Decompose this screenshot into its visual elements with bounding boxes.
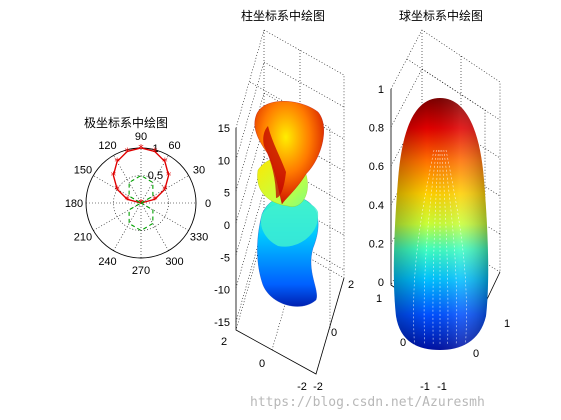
sph-z-tick: 0.8 — [369, 123, 384, 135]
sphere-contour — [443, 149, 458, 346]
polar-angle-tick: 330 — [190, 232, 208, 244]
spherical-chart: 球坐标系中绘图 1 0.8 0.6 0.4 0.2 0 1 0 -1 1 0 -1 — [369, 8, 510, 393]
polar-asterisk-marker: * — [162, 156, 168, 169]
cyl-x-tick: -2 — [297, 381, 307, 393]
polar-angle-tick: 300 — [165, 256, 183, 268]
sph-y-tick: 0 — [473, 348, 479, 360]
sph-x-tick: -1 — [420, 381, 430, 393]
polar-inner-circle — [113, 175, 169, 231]
sphere-contour-lines — [413, 149, 467, 346]
polar-asterisk-marker: * — [124, 145, 130, 158]
cylindrical-title: 柱坐标系中绘图 — [241, 8, 325, 23]
sphere-contour — [413, 149, 435, 346]
cylindrical-chart: 柱坐标系中绘图 15 10 5 0 -5 -10 -15 2 0 -2 2 0 -2 — [214, 8, 354, 393]
sphere-contour — [432, 149, 439, 346]
sph-x-tick: 0 — [400, 337, 406, 349]
polar-series: * *********** * — [111, 142, 172, 232]
watermark-text: https://blog.csdn.net/Azuresmh — [250, 395, 485, 410]
cyl-z-tick: 15 — [218, 123, 230, 135]
polar-angle-tick: 0 — [205, 198, 211, 210]
polar-asterisk-marker: * — [124, 193, 130, 206]
sphere-contour — [445, 149, 467, 346]
cyl-x-tick: 0 — [259, 358, 265, 370]
sph-z-tick: 0 — [378, 277, 384, 289]
polar-asterisk-marker: * — [114, 183, 120, 196]
polar-asterisk-marker: * — [114, 156, 120, 169]
polar-angle-tick: 150 — [74, 165, 92, 177]
polar-angle-tick: 270 — [132, 265, 150, 277]
polar-title: 极坐标系中绘图 — [84, 115, 168, 130]
cyl-z-tick: 0 — [224, 220, 230, 232]
sph-z-tick: 0.2 — [369, 238, 384, 250]
polar-angle-tick: 180 — [65, 198, 83, 210]
spherical-surface — [393, 98, 489, 350]
sph-y-tick: -1 — [437, 381, 447, 393]
spherical-tick-labels: 1 0.8 0.6 0.4 0.2 0 1 0 -1 1 0 -1 — [369, 84, 510, 393]
cylindrical-tick-labels: 15 10 5 0 -5 -10 -15 2 0 -2 2 0 -2 — [214, 123, 354, 393]
cyl-x-tick: 2 — [221, 336, 227, 348]
polar-radial-tick: 1 — [153, 143, 159, 155]
sphere-shading — [393, 98, 489, 350]
polar-series-line — [128, 174, 154, 232]
polar-asterisk-marker: * — [152, 193, 158, 206]
cyl-z-tick: -10 — [214, 285, 230, 297]
polar-chart: 极坐标系中绘图 90603003303002702402101801501200… — [65, 115, 211, 277]
polar-angle-tick: 30 — [193, 165, 205, 177]
polar-asterisk-marker: * — [166, 169, 172, 182]
polar-asterisk-marker: * — [162, 183, 168, 196]
polar-radial-tick: 0.5 — [148, 170, 163, 182]
sph-z-tick: 0.4 — [369, 200, 384, 212]
surface-inner-fold — [263, 126, 286, 198]
polar-angle-tick: 120 — [98, 140, 116, 152]
cyl-z-tick: -5 — [220, 252, 230, 264]
sph-z-tick: 1 — [378, 84, 384, 96]
polar-asterisk-marker: * — [152, 145, 158, 158]
polar-angle-tick: 60 — [168, 140, 180, 152]
polar-angle-tick: 240 — [98, 256, 116, 268]
polar-asterisk-marker: * — [138, 142, 144, 155]
sph-y-tick: 1 — [504, 318, 510, 330]
cylindrical-surface — [254, 101, 324, 307]
cyl-z-tick: 5 — [224, 188, 230, 200]
cyl-y-tick: 2 — [348, 279, 354, 291]
polar-angle-tick: 210 — [74, 232, 92, 244]
polar-asterisk-marker: * — [111, 169, 117, 182]
sphere-contour — [441, 149, 449, 346]
cyl-z-tick: 10 — [218, 155, 230, 167]
spherical-title: 球坐标系中绘图 — [399, 8, 483, 23]
surface-lower-cap — [260, 200, 319, 247]
sph-x-tick: 1 — [376, 293, 382, 305]
cyl-y-tick: -2 — [313, 381, 323, 393]
sphere-contour — [423, 149, 437, 346]
sph-z-tick: 0.6 — [369, 161, 384, 173]
polar-angle-tick: 90 — [135, 131, 147, 143]
polar-series-line — [112, 147, 170, 204]
cyl-z-tick: -15 — [214, 317, 230, 329]
cyl-y-tick: 0 — [331, 327, 337, 339]
